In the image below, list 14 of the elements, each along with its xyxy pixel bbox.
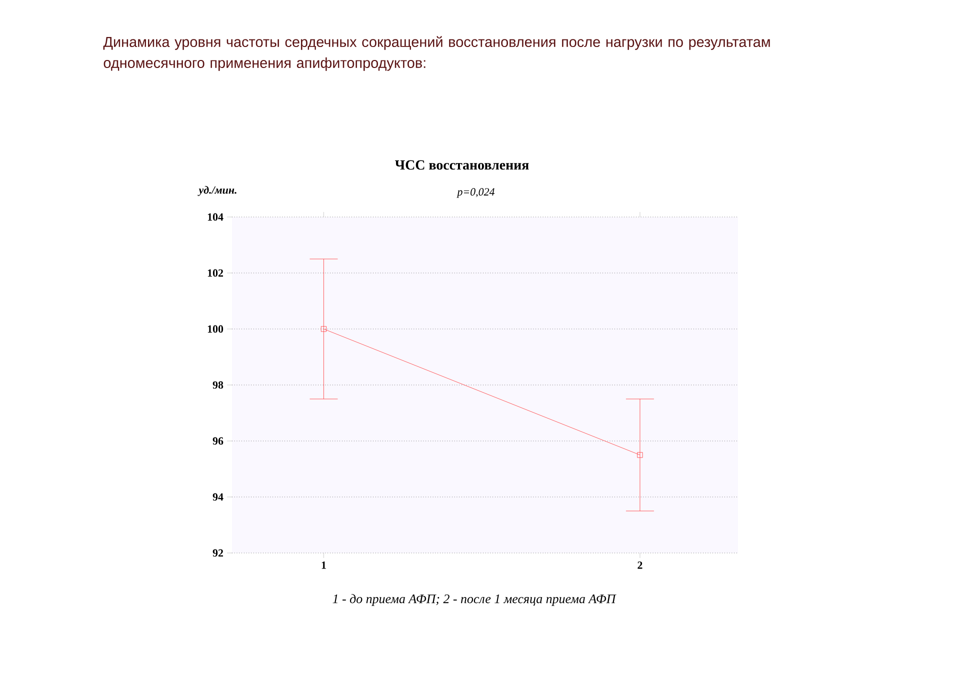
y-tick-label: 104 — [208, 213, 224, 221]
y-axis-title: уд./мин. — [198, 186, 236, 196]
y-tick-label: 96 — [212, 437, 224, 445]
y-tick-label: 92 — [212, 549, 224, 557]
chart-title: Динамика уровня частоты сердечных сокращений восстановления после нагрузки по результатам одномесячного применения апифитопродуктов: — [103, 36, 770, 71]
text: p=0,024 — [456, 188, 495, 198]
y-tick-label: 100 — [208, 325, 224, 333]
x-tick-label: 1 — [322, 562, 326, 569]
y-tick-label: 94 — [212, 493, 224, 501]
chart-subtitle: ЧСС восстановления — [395, 160, 529, 170]
text: 1 - до приема АФП; 2 - после 1 месяца приема АФП — [332, 594, 616, 606]
y-tick-label: 102 — [208, 269, 224, 277]
x-tick-label: 2 — [638, 562, 642, 569]
y-tick-label: 98 — [212, 381, 224, 389]
